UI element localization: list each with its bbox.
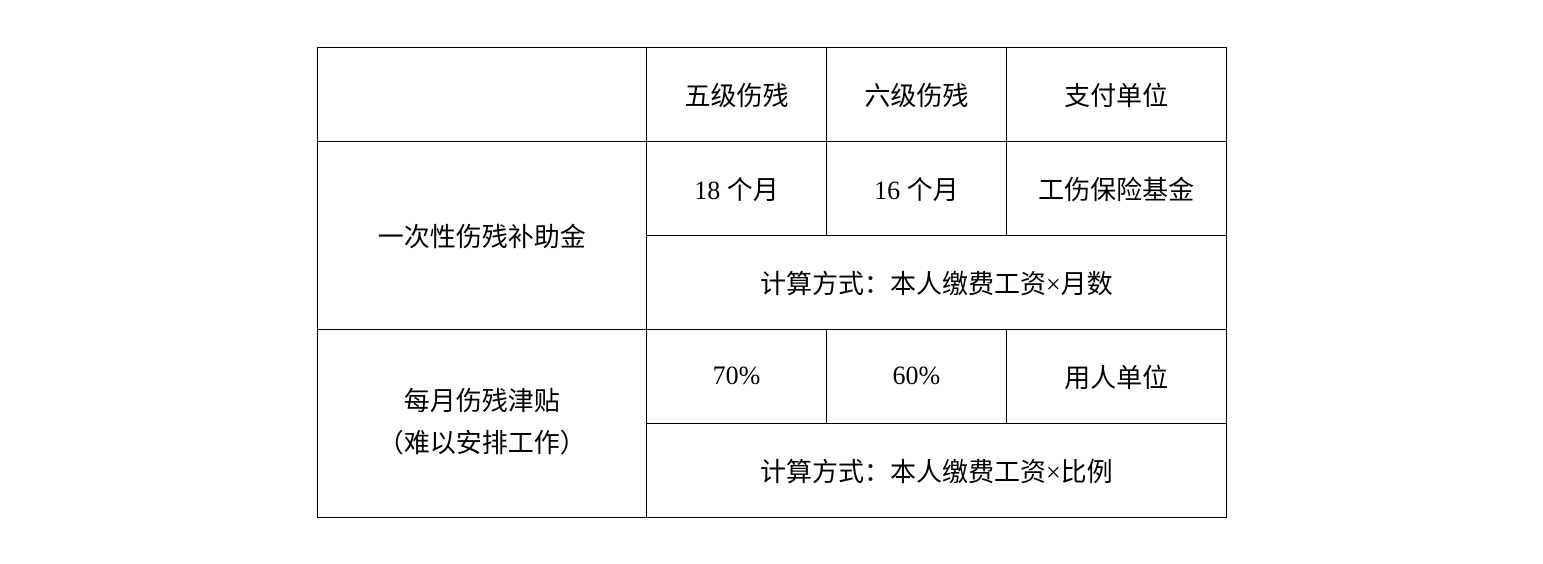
- header-level6: 六级伤残: [826, 47, 1006, 141]
- compensation-table: 五级伤残 六级伤残 支付单位 一次性伤残补助金 18 个月 16 个月 工伤保险…: [317, 47, 1227, 518]
- compensation-table-container: 五级伤残 六级伤残 支付单位 一次性伤残补助金 18 个月 16 个月 工伤保险…: [317, 47, 1227, 518]
- header-payer: 支付单位: [1006, 47, 1226, 141]
- table-header-row: 五级伤残 六级伤残 支付单位: [317, 47, 1226, 141]
- table-row: 一次性伤残补助金 18 个月 16 个月 工伤保险基金: [317, 141, 1226, 235]
- table-row: 每月伤残津贴 （难以安排工作） 70% 60% 用人单位: [317, 329, 1226, 423]
- row2-level5: 70%: [647, 329, 827, 423]
- row2-level6: 60%: [826, 329, 1006, 423]
- row2-label-line2: （难以安排工作）: [318, 423, 647, 465]
- row1-calc: 计算方式：本人缴费工资×月数: [647, 235, 1226, 329]
- row1-level5: 18 个月: [647, 141, 827, 235]
- row1-level6: 16 个月: [826, 141, 1006, 235]
- row1-label: 一次性伤残补助金: [317, 141, 647, 329]
- row2-label-line1: 每月伤残津贴: [318, 381, 647, 423]
- row2-payer: 用人单位: [1006, 329, 1226, 423]
- header-level5: 五级伤残: [647, 47, 827, 141]
- row1-payer: 工伤保险基金: [1006, 141, 1226, 235]
- row2-calc: 计算方式：本人缴费工资×比例: [647, 423, 1226, 517]
- row2-label: 每月伤残津贴 （难以安排工作）: [317, 329, 647, 517]
- header-empty: [317, 47, 647, 141]
